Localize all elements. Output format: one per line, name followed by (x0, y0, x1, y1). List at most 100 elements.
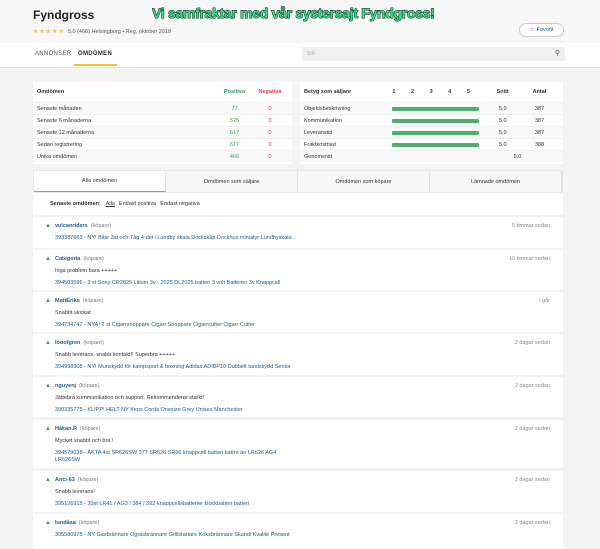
nav-bar: ANNONSER OMDÖMEN Sök ⚲ (0, 43, 600, 68)
reviewer-name[interactable]: nguyenj (55, 383, 77, 389)
review-text: Jättebra kommunikation och support. Reko… (55, 395, 205, 401)
reviewer-name[interactable]: Categoria (55, 256, 81, 262)
review-header: ▲ looofgren (köpare) (45, 340, 551, 347)
review-text: Inga problem bara +++++ (55, 268, 118, 274)
favorite-button[interactable]: ☆ Favorit (519, 23, 564, 37)
positive-count: 617 (229, 129, 240, 136)
review-filter: Senaste omdömen: Alla Endast positiva Enda… (33, 193, 563, 215)
row-label: Objektsbeskrivning (304, 105, 351, 112)
avg-value: 5,0 (498, 129, 507, 136)
header-label: Betyg som säljare (304, 89, 352, 95)
review-header: ▲ MattEriks (köpare) (45, 298, 551, 305)
reviewer-role: (köpare) (83, 256, 104, 262)
search-icon[interactable]: ⚲ (554, 50, 560, 57)
review-item: ▲ vulcanriders (köpare) 5 timmar sedan 39338… (33, 217, 563, 248)
review-time: 2 dagar sedan (514, 340, 550, 346)
filter-option[interactable]: Alla (105, 201, 115, 207)
review-tabs: Alla omdömen Omdömen som säljare Omdömen s… (33, 170, 563, 193)
reviewer-name[interactable]: Anci-63 (55, 477, 75, 483)
filter-option[interactable]: Endast positiva (118, 201, 157, 207)
overall-avg: 5,0 (513, 153, 522, 160)
tab-review-0[interactable]: Alla omdömen (34, 171, 166, 192)
header-positive: Positiva (223, 89, 246, 95)
thumbs-up-icon: ▲ (45, 520, 51, 526)
reviewer-name[interactable]: lundåsa (55, 520, 76, 526)
summary-header: Omdömen Positiva Negativa (33, 82, 292, 102)
review-item: ▲ looofgren (köpare) 2 dagar sedan Snabb lev… (33, 334, 563, 375)
tab-omdomen[interactable]: OMDÖMEN (78, 51, 113, 57)
filter-option[interactable]: Endast negativa (160, 201, 200, 207)
thumbs-up-icon: ▲ (45, 340, 51, 346)
overall-label: Genomsnitt (304, 153, 333, 160)
review-item-link[interactable]: 395126915 - 30st LR41 / AG3 / 384 / 392 … (55, 501, 250, 507)
review-item-link[interactable]: 393387663 - NY! Bilar 3st och Tåg 4-del … (55, 235, 292, 241)
summary-row: Unika omdömen 466 0 (33, 150, 292, 162)
row-label: Kommunikation (304, 117, 342, 124)
bar-track (392, 118, 485, 123)
rating-bar (392, 142, 480, 147)
review-item-link[interactable]: 394734747 - NYA! 2 st Cigarrsnoppare Cig… (55, 322, 255, 328)
shop-header: Fyndgross ★★★★★ 5,0 (466) Helsingborg • … (0, 0, 600, 43)
header-count: Antal (532, 89, 547, 95)
tab-review-3[interactable]: Lämnade omdömen (430, 171, 562, 192)
search-input[interactable]: Sök ⚲ (302, 47, 565, 61)
negative-count: 0 (268, 105, 272, 112)
summary-table: Omdömen Positiva Negativa Senaste månaden 77… (33, 82, 292, 164)
review-header: ▲ Categoria (köpare) (45, 256, 551, 263)
reviewer-role: (köpare) (78, 520, 100, 526)
review-item: ▲ Håkan.R (köpare) 2 dagar sedan Mycket snab… (33, 420, 563, 468)
thumbs-up-icon: ▲ (45, 223, 51, 229)
review-item-link[interactable]: 390335775 - KLIPP! HELT NY Keps Cords On… (55, 407, 243, 413)
row-label: Fraktkostnad (304, 141, 336, 148)
review-item-link[interactable]: 394998908 - NY! Munskydd för kampsport &… (55, 364, 291, 370)
negative-count: 0 (268, 141, 272, 148)
review-header: ▲ vulcanriders (köpare) (45, 223, 551, 230)
review-time: 10 timmar sedan (509, 256, 550, 262)
negative-count: 0 (268, 129, 272, 136)
review-time: 5 timmar sedan (512, 223, 550, 229)
review-item-link[interactable]: 394579038 - ÄKTA 4st SR626SW 377 SR626 S… (55, 450, 277, 463)
thumbs-up-icon: ▲ (45, 256, 51, 262)
review-item-link[interactable]: 395580975 - NY Gasbrännare Ogräsbrännare… (55, 532, 290, 538)
thumbs-up-icon: ▲ (45, 298, 51, 304)
review-time: 2 dagar sedan (514, 477, 550, 483)
row-label: Leveranstid (304, 129, 333, 136)
tab-review-1[interactable]: Omdömen som säljare (166, 171, 298, 192)
review-header: ▲ nguyenj (köpare) (45, 383, 551, 390)
star-outline-icon: ☆ (529, 27, 535, 33)
review-item-link[interactable]: 394503596 - 3 st Sony CR2025 Litium 3v -… (55, 280, 281, 286)
summary-row: Senaste 12 månaderna 617 0 (33, 126, 292, 138)
header-avg: Snitt (496, 89, 509, 95)
reviewer-name[interactable]: looofgren (55, 340, 81, 346)
row-label: Sedan registrering (37, 141, 82, 148)
count-value: 388 (534, 141, 545, 148)
thumbs-up-icon: ▲ (45, 383, 51, 389)
bar-track (392, 142, 485, 147)
active-tab-indicator (74, 64, 117, 66)
search-placeholder: Sök (307, 51, 316, 57)
avg-value: 5,0 (498, 105, 507, 112)
tab-review-2[interactable]: Omdömen som köpare (298, 171, 430, 192)
tab-annonser[interactable]: ANNONSER (35, 51, 72, 57)
reviewer-name[interactable]: vulcanriders (55, 223, 88, 229)
avg-value: 5,0 (498, 141, 507, 148)
review-header: ▲ lundåsa (köpare) (45, 520, 551, 527)
rating-header: Betyg som säljare 1 2 3 4 5 Snitt Antal (300, 82, 563, 102)
review-text: Snabb leverans! (55, 489, 95, 495)
row-label: Unika omdömen (37, 153, 78, 160)
filter-label: Senaste omdömen: (50, 201, 101, 207)
scale-label: 2 (411, 89, 415, 95)
reviewer-name[interactable]: MattEriks (55, 298, 80, 304)
row-label: Senaste 12 månaderna (37, 129, 95, 136)
shop-title: Fyndgross (33, 8, 95, 22)
reviewer-role: (köpare) (80, 426, 101, 432)
review-item: ▲ Anci-63 (köpare) 2 dagar sedan Snabb lever… (33, 471, 563, 512)
positive-count: 525 (229, 117, 240, 124)
review-time: i går (539, 298, 550, 304)
reviewer-name[interactable]: Håkan.R (55, 426, 78, 432)
shop-meta: ★★★★★ 5,0 (466) Helsingborg • Reg. oktob… (33, 28, 171, 36)
negative-count: 0 (268, 117, 272, 124)
scale-label: 4 (448, 89, 452, 95)
count-value: 387 (534, 129, 545, 136)
header-label: Omdömen (37, 89, 65, 95)
